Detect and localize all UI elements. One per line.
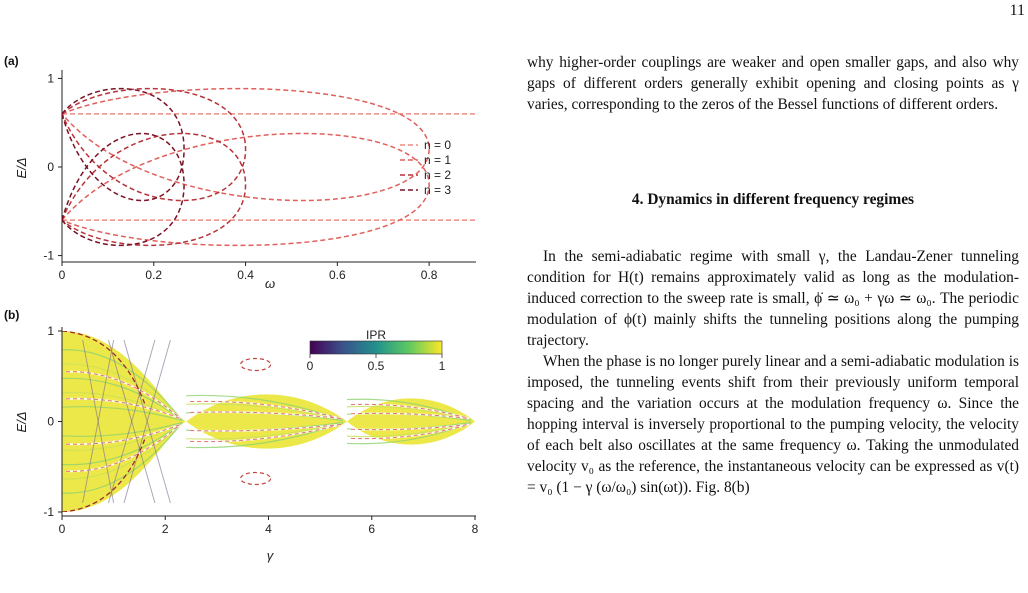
colorbar-tick: 0 <box>307 359 314 373</box>
colorbar-tick: 0.5 <box>368 359 385 373</box>
panel-a-xtick: 0.2 <box>145 268 162 282</box>
ipr-band <box>62 422 183 466</box>
crossing-arc <box>123 339 171 504</box>
text-column-top: why higher-order couplings are weaker an… <box>527 52 1019 115</box>
panel-b-ytick: 0 <box>47 415 54 429</box>
panel-a-xtick: 0.8 <box>421 268 438 282</box>
panel-b-ylabel: E/Δ <box>14 411 29 432</box>
reference-line <box>190 424 342 443</box>
colorbar-title: IPR <box>366 328 386 342</box>
reference-line <box>190 424 342 432</box>
reference-line <box>65 398 181 419</box>
panel-b-label: (b) <box>4 308 20 322</box>
panel-a-ytick: 0 <box>47 160 54 174</box>
reference-line <box>190 400 342 419</box>
reference-line <box>350 403 470 419</box>
ipr-lobe <box>186 394 347 449</box>
legend-label: n = 0 <box>424 138 451 152</box>
panel-a-xtick: 0.6 <box>329 268 346 282</box>
paragraph-2: In the semi-adiabatic regime with small … <box>527 248 1019 349</box>
legend-label: n = 3 <box>424 183 451 197</box>
panel-a-ytick: 1 <box>47 71 54 85</box>
ipr-band <box>62 421 183 437</box>
panel-b-xlabel: γ <box>267 548 275 563</box>
panel-b-ytick: 1 <box>47 324 54 338</box>
crossing-arc <box>82 339 115 504</box>
reference-line <box>65 424 181 445</box>
panel-b-ytick: -1 <box>43 505 54 519</box>
series-n2-loop <box>62 132 247 247</box>
panel-a-ylabel: E/Δ <box>14 157 29 178</box>
panel-b-xtick: 0 <box>59 522 66 536</box>
paragraph-1: why higher-order couplings are weaker an… <box>527 54 1019 113</box>
boundary-arc <box>62 331 146 404</box>
ipr-band <box>62 422 183 494</box>
panel-b-xtick: 4 <box>265 522 272 536</box>
ipr-colorbar: IPR 0 0.5 1 <box>307 328 446 373</box>
legend-label: n = 1 <box>424 153 451 167</box>
panel-a-legend: n = 0n = 1n = 2n = 3 <box>400 138 451 197</box>
panel-b-xtick: 8 <box>472 522 479 536</box>
ipr-lobe <box>346 398 475 445</box>
boundary-arc <box>62 439 146 512</box>
ipr-band <box>62 363 183 421</box>
figure: 0 0.2 0.4 0.6 0.8 -1 0 1 ω E/Δ n = 0n = 1n = 2n… <box>14 70 479 563</box>
gap-marker <box>239 357 272 372</box>
series-n1-loop <box>62 87 430 202</box>
panel-a-label: (a) <box>4 54 19 68</box>
crossing-arc <box>107 339 156 504</box>
ipr-lobe <box>62 331 187 512</box>
reference-line <box>350 424 470 431</box>
reference-line <box>190 411 342 419</box>
reference-line <box>65 371 181 419</box>
reference-line <box>350 424 470 440</box>
gap-marker <box>239 471 272 486</box>
legend-label: n = 2 <box>424 168 451 182</box>
ipr-band <box>62 349 183 421</box>
panel-a-chart: 0 0.2 0.4 0.6 0.8 -1 0 1 ω E/Δ n = 0n = 1n = 2n… <box>14 70 476 291</box>
panel-b-xtick: 2 <box>162 522 169 536</box>
reference-line <box>65 424 181 472</box>
panel-b-xtick: 6 <box>368 522 375 536</box>
page-number: 11 <box>1009 2 1025 19</box>
panel-a-xtick: 0.4 <box>237 268 254 282</box>
ipr-band <box>62 406 183 422</box>
series-n3-loop <box>62 87 185 202</box>
paragraph-3: When the phase is no longer purely linea… <box>527 353 1019 496</box>
panel-b-chart: 0 2 4 6 8 -1 0 1 γ E/Δ IPR 0 0.5 1 <box>14 324 479 563</box>
ipr-band <box>62 422 183 480</box>
series-n1-loop <box>62 132 430 247</box>
colorbar-tick: 1 <box>439 359 446 373</box>
panel-a-ytick: -1 <box>43 249 54 263</box>
text-column-bottom: In the semi-adiabatic regime with small … <box>527 246 1019 498</box>
panel-a-xlabel: ω <box>265 276 275 291</box>
reference-line <box>350 412 470 419</box>
series-n3-loop <box>62 132 185 247</box>
panel-a-xtick: 0 <box>59 268 66 282</box>
section-heading: 4. Dynamics in different frequency regim… <box>631 191 915 208</box>
ipr-band <box>62 377 183 421</box>
